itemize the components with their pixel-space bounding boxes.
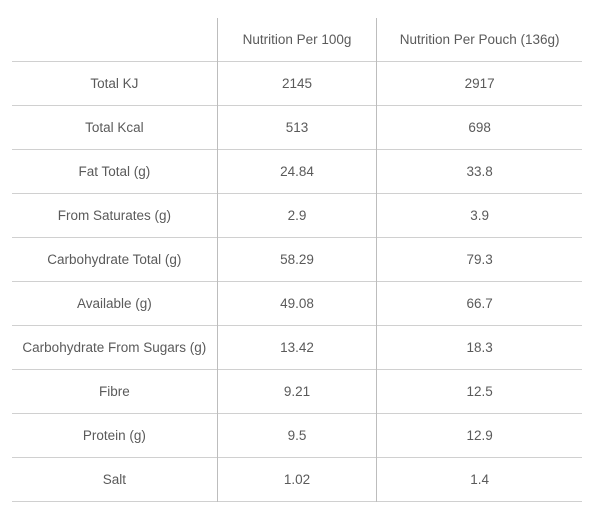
row-per-pouch: 79.3 — [377, 238, 582, 282]
row-per-100g: 58.29 — [217, 238, 377, 282]
row-per-100g: 9.21 — [217, 370, 377, 414]
table-row: Total KJ 2145 2917 — [12, 62, 582, 106]
col-header-per-pouch: Nutrition Per Pouch (136g) — [377, 18, 582, 62]
row-per-100g: 2145 — [217, 62, 377, 106]
row-label: Salt — [12, 458, 217, 502]
table-row: Carbohydrate From Sugars (g) 13.42 18.3 — [12, 326, 582, 370]
row-label: Fibre — [12, 370, 217, 414]
col-header-per-100g: Nutrition Per 100g — [217, 18, 377, 62]
row-per-pouch: 698 — [377, 106, 582, 150]
row-per-100g: 13.42 — [217, 326, 377, 370]
row-per-pouch: 12.9 — [377, 414, 582, 458]
table-row: Fibre 9.21 12.5 — [12, 370, 582, 414]
row-per-pouch: 12.5 — [377, 370, 582, 414]
table-row: Fat Total (g) 24.84 33.8 — [12, 150, 582, 194]
row-per-pouch: 18.3 — [377, 326, 582, 370]
row-per-pouch: 3.9 — [377, 194, 582, 238]
row-per-pouch: 1.4 — [377, 458, 582, 502]
row-per-pouch: 33.8 — [377, 150, 582, 194]
row-label: Available (g) — [12, 282, 217, 326]
col-header-blank — [12, 18, 217, 62]
row-label: Total KJ — [12, 62, 217, 106]
table-row: Carbohydrate Total (g) 58.29 79.3 — [12, 238, 582, 282]
table-row: Protein (g) 9.5 12.9 — [12, 414, 582, 458]
row-label: Protein (g) — [12, 414, 217, 458]
row-label: From Saturates (g) — [12, 194, 217, 238]
row-label: Total Kcal — [12, 106, 217, 150]
row-per-pouch: 66.7 — [377, 282, 582, 326]
row-per-100g: 1.02 — [217, 458, 377, 502]
row-per-100g: 49.08 — [217, 282, 377, 326]
row-per-100g: 513 — [217, 106, 377, 150]
row-per-100g: 24.84 — [217, 150, 377, 194]
row-per-pouch: 2917 — [377, 62, 582, 106]
nutrition-table: Nutrition Per 100g Nutrition Per Pouch (… — [12, 18, 582, 502]
table-body: Total KJ 2145 2917 Total Kcal 513 698 Fa… — [12, 62, 582, 502]
table-row: Available (g) 49.08 66.7 — [12, 282, 582, 326]
table-row: Salt 1.02 1.4 — [12, 458, 582, 502]
row-per-100g: 2.9 — [217, 194, 377, 238]
table-row: Total Kcal 513 698 — [12, 106, 582, 150]
row-label: Carbohydrate From Sugars (g) — [12, 326, 217, 370]
row-per-100g: 9.5 — [217, 414, 377, 458]
table-row: From Saturates (g) 2.9 3.9 — [12, 194, 582, 238]
row-label: Fat Total (g) — [12, 150, 217, 194]
row-label: Carbohydrate Total (g) — [12, 238, 217, 282]
table-header-row: Nutrition Per 100g Nutrition Per Pouch (… — [12, 18, 582, 62]
